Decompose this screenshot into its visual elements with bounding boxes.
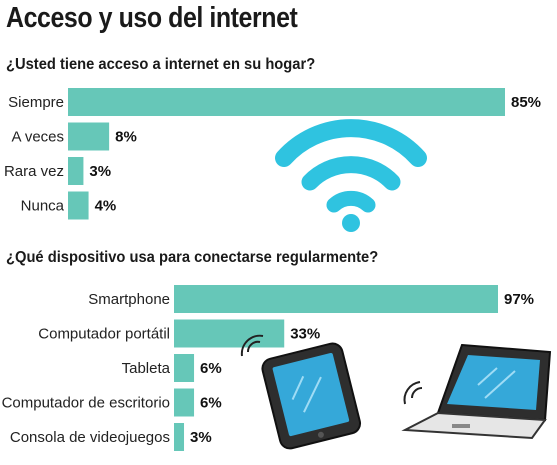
value-label: 85% — [511, 94, 541, 111]
category-label: Rara vez — [4, 163, 64, 180]
bar-rara-vez — [68, 157, 84, 185]
value-label: 6% — [200, 360, 222, 377]
category-label: Siempre — [8, 94, 64, 111]
value-label: 4% — [95, 198, 117, 215]
bar-computador-portátil — [174, 319, 285, 348]
value-label: 3% — [89, 163, 111, 180]
value-label: 8% — [115, 129, 137, 146]
chart-2-title: ¿Qué dispositivo usa para conectarse reg… — [6, 249, 379, 266]
bar-tableta — [174, 354, 195, 382]
value-label: 3% — [190, 429, 212, 446]
category-label: Computador portátil — [38, 326, 170, 343]
category-label: Computador de escritorio — [2, 395, 170, 412]
value-label: 97% — [504, 291, 534, 308]
category-label: Smartphone — [88, 291, 170, 308]
bar-computador-de-escritorio — [174, 388, 195, 417]
bar-siempre — [68, 88, 505, 116]
category-label: Nunca — [21, 198, 65, 215]
category-label: A veces — [11, 129, 64, 146]
tablet-icon — [240, 334, 362, 450]
value-label: 33% — [290, 326, 320, 343]
chart-1-title: ¿Usted tiene acceso a internet en su hog… — [6, 56, 316, 73]
value-label: 6% — [200, 395, 222, 412]
bar-nunca — [68, 191, 89, 220]
bar-a-veces — [68, 122, 110, 151]
bar-consola-de-videojuegos — [174, 423, 185, 451]
bar-smartphone — [174, 285, 498, 313]
chart-2: Smartphone 97% Computador portátil 33% Table… — [2, 285, 534, 451]
wifi-icon — [275, 119, 427, 232]
category-label: Tableta — [122, 360, 171, 377]
page-title: Acceso y uso del internet — [6, 2, 298, 34]
chart-1: Siempre 85% A veces 8% Rara vez 3% Nunca 4% — [4, 88, 541, 220]
category-label: Consola de videojuegos — [10, 429, 170, 446]
laptop-icon — [401, 343, 552, 440]
